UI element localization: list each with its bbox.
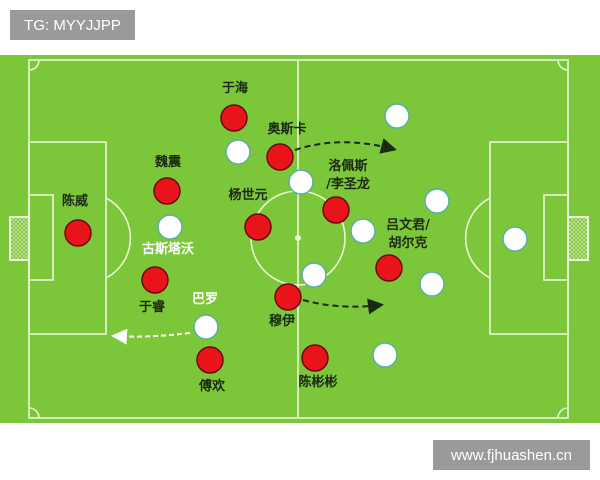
red-player-yuhai — [220, 104, 248, 132]
white-player — [502, 226, 528, 252]
red-player-chenbinbin — [301, 344, 329, 372]
player-label: 傅欢 — [198, 379, 226, 394]
run-arrow-barro — [111, 328, 191, 345]
player-label: 陈彬彬 — [298, 375, 338, 390]
red-player-muyi — [274, 283, 302, 311]
run-arrow-oscar — [294, 138, 397, 154]
white-player — [301, 262, 327, 288]
player-label: 洛佩斯/李圣龙 — [326, 159, 370, 192]
white-player — [225, 139, 251, 165]
white-player — [288, 169, 314, 195]
player-label: 吕文君/胡尔克 — [386, 218, 430, 251]
player-label: 奥斯卡 — [267, 122, 307, 137]
red-player-yangshiyuan — [244, 213, 272, 241]
white-team — [157, 103, 528, 368]
white-player — [384, 103, 410, 129]
red-team — [64, 104, 403, 374]
watermark-top-left: TG: MYYJJPP — [10, 10, 135, 40]
player-label: 于海 — [221, 81, 249, 96]
red-player-weizhen — [153, 177, 181, 205]
player-label: 杨世元 — [228, 188, 268, 203]
player-label: 于睿 — [138, 300, 166, 315]
red-player-fuhuan — [196, 346, 224, 374]
player-label: 魏震 — [154, 155, 182, 170]
white-player — [419, 271, 445, 297]
run-arrow-muyi — [302, 298, 384, 315]
white-player — [350, 218, 376, 244]
red-player-lopez — [322, 196, 350, 224]
white-player — [372, 342, 398, 368]
white-player — [424, 188, 450, 214]
red-player-lvwenjun — [375, 254, 403, 282]
player-label: 陈威 — [61, 194, 89, 209]
player-label-white: 古斯塔沃 — [141, 242, 195, 257]
white-player — [193, 314, 219, 340]
player-label-white: 巴罗 — [191, 292, 219, 307]
red-player-yurui — [141, 266, 169, 294]
football-pitch — [0, 55, 600, 423]
left-goal — [9, 216, 30, 261]
red-player-chenwei — [64, 219, 92, 247]
red-player-oscar — [266, 143, 294, 171]
player-label: 穆伊 — [268, 314, 296, 329]
right-goal — [567, 216, 589, 261]
white-player — [157, 214, 183, 240]
watermark-bottom-right: www.fjhuashen.cn — [433, 440, 590, 470]
